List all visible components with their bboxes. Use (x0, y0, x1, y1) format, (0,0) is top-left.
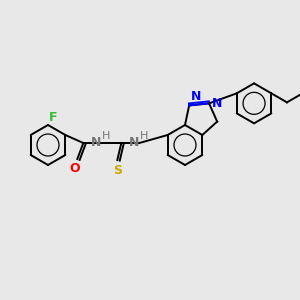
Text: O: O (69, 162, 80, 175)
Text: F: F (49, 111, 58, 124)
Text: N: N (191, 90, 202, 104)
Text: N: N (91, 136, 101, 149)
Text: H: H (140, 131, 149, 141)
Text: N: N (212, 97, 222, 110)
Text: H: H (102, 131, 111, 141)
Text: S: S (113, 164, 122, 177)
Text: N: N (129, 136, 139, 149)
